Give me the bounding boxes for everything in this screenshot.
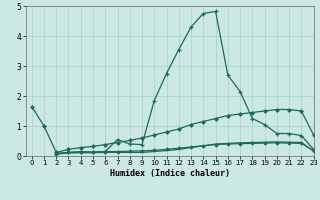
X-axis label: Humidex (Indice chaleur): Humidex (Indice chaleur) — [109, 169, 230, 178]
